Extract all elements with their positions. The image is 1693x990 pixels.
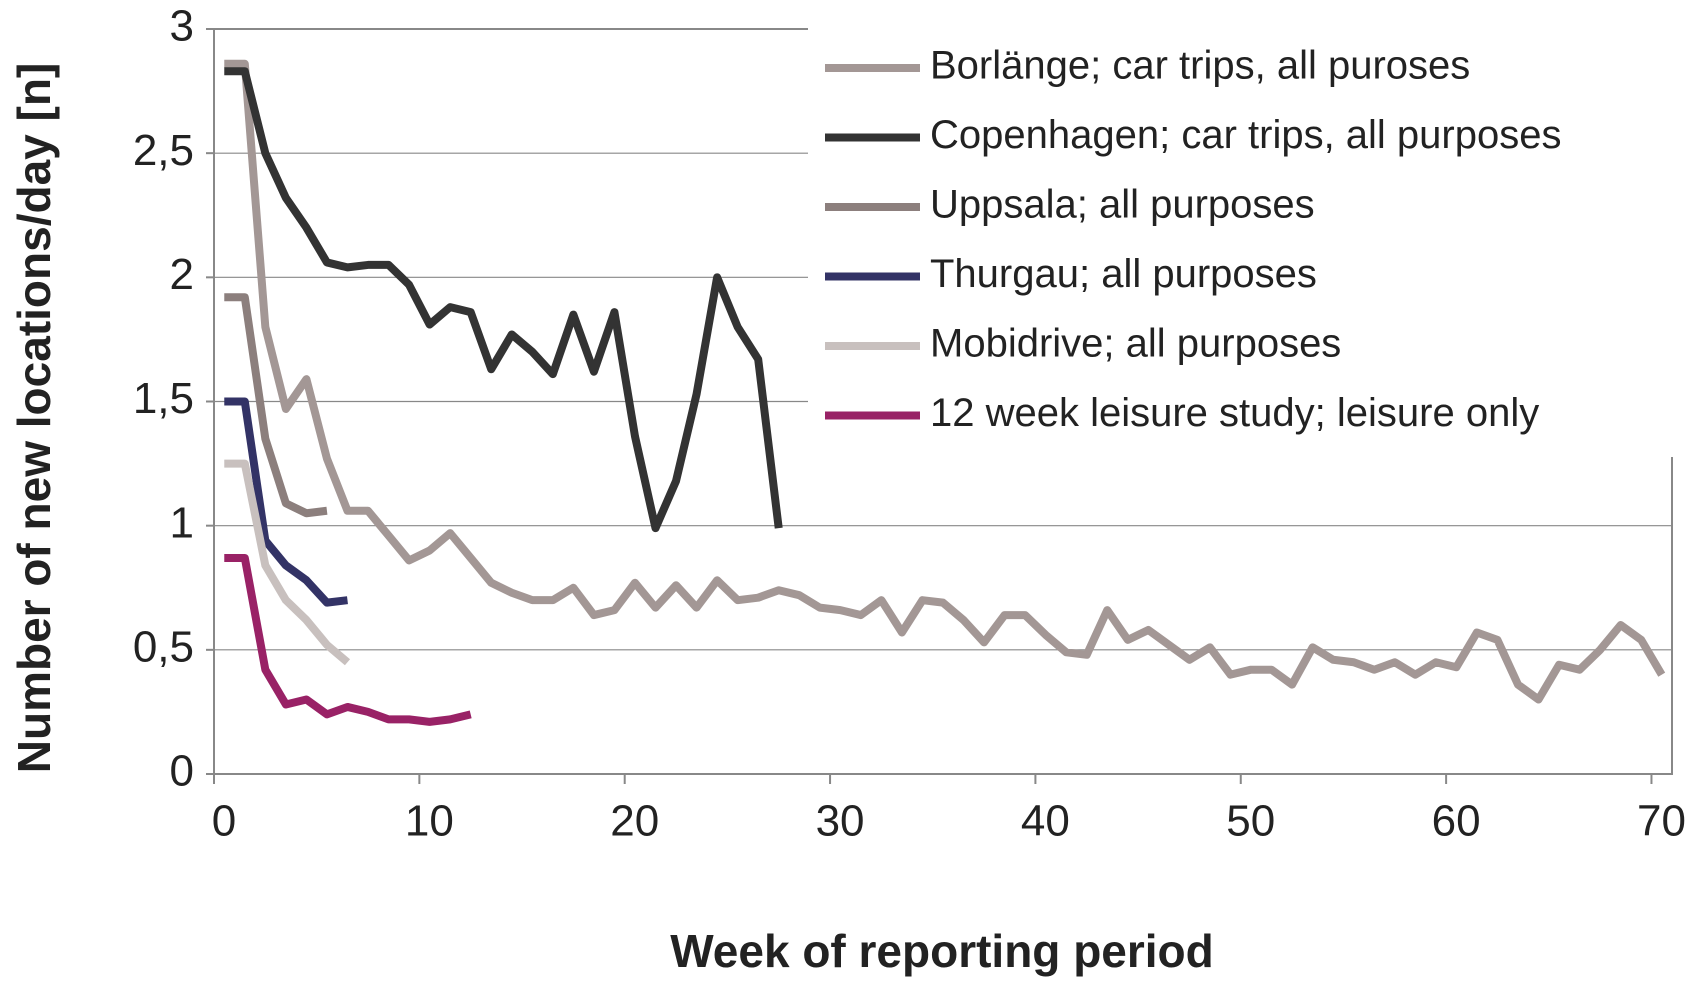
legend-label: Borlänge; car trips, all puroses: [930, 44, 1470, 88]
legend-label: Uppsala; all purposes: [930, 183, 1315, 227]
legend-label: Mobidrive; all purposes: [930, 322, 1341, 366]
x-tick-label: 0: [212, 797, 236, 846]
y-axis-title: Number of new locations/day [n]: [8, 63, 60, 774]
legend-label: 12 week leisure study; leisure only: [930, 391, 1539, 435]
line-series: [224, 397, 348, 607]
line-series: [224, 293, 328, 518]
y-tick-label: 2,5: [133, 126, 194, 175]
legend-label: Thurgau; all purposes: [930, 252, 1317, 296]
x-tick-label: 70: [1637, 797, 1686, 846]
x-tick-label: 30: [816, 797, 865, 846]
x-axis-title: Week of reporting period: [670, 925, 1214, 977]
y-tick-label: 0,5: [133, 622, 194, 671]
line-series: [224, 59, 1666, 704]
y-tick-label: 0: [170, 747, 194, 796]
x-tick-label: 10: [405, 797, 454, 846]
x-tick-label: 50: [1226, 797, 1275, 846]
y-tick-label: 1,5: [133, 374, 194, 423]
y-tick-label: 2: [170, 250, 194, 299]
legend-box: [808, 27, 1674, 457]
y-tick-label: 1: [170, 498, 194, 547]
x-tick-label: 40: [1021, 797, 1070, 846]
legend-label: Copenhagen; car trips, all purposes: [930, 113, 1561, 157]
x-tick-label: 20: [610, 797, 659, 846]
line-series: [224, 67, 783, 533]
x-tick-label: 60: [1432, 797, 1481, 846]
y-tick-label: 3: [170, 2, 194, 51]
line-series: [224, 459, 351, 666]
line-series: [224, 553, 472, 726]
